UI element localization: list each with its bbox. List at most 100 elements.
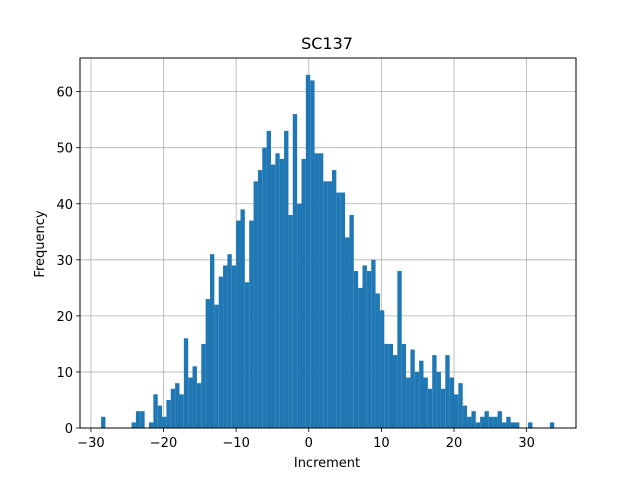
histogram-bar (266, 130, 271, 428)
histogram-bar (131, 422, 136, 428)
histogram-bar (449, 377, 454, 428)
y-tick-label: 20 (56, 310, 73, 325)
histogram-bar (314, 153, 319, 428)
histogram-bar (279, 158, 285, 428)
histogram-bar (318, 153, 324, 428)
histogram-bar (310, 80, 315, 428)
histogram-bar (510, 422, 515, 428)
histogram-bar (249, 220, 254, 428)
x-tick-label: −10 (222, 436, 249, 451)
y-axis-label: Frequency (33, 210, 48, 277)
histogram-bar (375, 293, 380, 428)
histogram-bar (497, 411, 502, 428)
histogram-bar (362, 265, 367, 428)
histogram-bar (196, 383, 202, 428)
histogram-bar (480, 416, 485, 428)
histogram-bar (462, 405, 468, 428)
histogram-bar (432, 355, 437, 428)
histogram-bar (331, 170, 337, 428)
histogram-bar (170, 388, 176, 428)
histogram-bar (392, 355, 398, 428)
histogram-bars (101, 74, 555, 429)
histogram-bar (445, 355, 450, 428)
histogram-bar (358, 287, 363, 428)
histogram-bar (227, 254, 232, 428)
histogram-bar (501, 422, 507, 428)
histogram-bar (244, 282, 250, 428)
histogram-bar (336, 192, 341, 428)
histogram-bar (175, 383, 180, 428)
histogram-bar (262, 147, 267, 429)
histogram-bar (458, 383, 463, 428)
y-tick-label: 40 (56, 198, 73, 213)
histogram-bar (101, 416, 106, 428)
x-tick-label: −20 (150, 436, 177, 451)
histogram-bar (218, 276, 224, 428)
histogram-bar (201, 343, 206, 428)
histogram-bar (406, 377, 411, 428)
histogram-bar (323, 181, 328, 428)
chart-title: SC137 (301, 34, 353, 53)
histogram-bar (135, 411, 141, 428)
histogram-bar (440, 388, 446, 428)
plot-frame (79, 57, 577, 429)
histogram-bar (270, 164, 276, 429)
histogram-bar (140, 411, 145, 428)
grid-lines (80, 58, 576, 429)
histogram-bar (427, 388, 433, 428)
x-axis-ticks: −30 −20 −10 0 10 20 30 (77, 428, 535, 451)
histogram-bar (488, 416, 494, 428)
x-axis-label: Increment (294, 456, 360, 471)
y-tick-label: 50 (56, 142, 73, 157)
x-tick-label: 10 (373, 436, 390, 451)
histogram-bar (475, 422, 481, 428)
histogram-bar (205, 299, 210, 428)
histogram-bar (253, 181, 258, 428)
histogram-bar (183, 338, 189, 428)
y-tick-label: 0 (65, 422, 73, 437)
histogram-bar (284, 130, 289, 428)
histogram-bar (371, 259, 376, 428)
histogram-bar (240, 209, 245, 428)
histogram-bar (506, 416, 511, 428)
histogram-bar (436, 371, 441, 428)
histogram-bar (397, 271, 402, 428)
histogram-bar (471, 411, 476, 428)
histogram-bar (401, 343, 407, 428)
histogram-bar (388, 343, 393, 428)
histogram-bar (166, 399, 171, 428)
histogram-bar (157, 405, 163, 428)
histogram-bar (188, 377, 193, 428)
histogram-bar (148, 422, 154, 428)
y-tick-label: 30 (56, 254, 73, 269)
histogram-bar (549, 422, 555, 428)
histogram-bar (484, 411, 489, 428)
histogram-bar (384, 343, 389, 428)
histogram-bar (410, 349, 415, 428)
y-tick-label: 10 (56, 366, 73, 381)
histogram-bar (297, 203, 302, 428)
histogram-bar (414, 371, 420, 428)
histogram-bar (179, 394, 184, 428)
histogram-bar (231, 265, 237, 428)
histogram-bar (275, 153, 280, 428)
histogram-bar (236, 220, 241, 428)
histogram-bar (257, 170, 263, 428)
histogram-bar (301, 158, 306, 428)
histogram-bar (423, 377, 428, 428)
histogram-bar (493, 416, 498, 428)
histogram-bar (153, 394, 158, 428)
y-tick-label: 60 (56, 86, 73, 101)
histogram-bar (353, 271, 359, 428)
histogram-bar (288, 214, 293, 428)
x-tick-label: 0 (305, 436, 313, 451)
histogram-bar (340, 192, 346, 428)
histogram-bar (453, 394, 459, 428)
histogram-bar (528, 422, 533, 428)
y-axis-ticks: 0 10 20 30 40 50 60 (56, 86, 80, 437)
histogram-bar (514, 422, 520, 428)
x-tick-label: 30 (518, 436, 535, 451)
histogram-bar (292, 114, 298, 428)
histogram-bar (209, 254, 215, 428)
